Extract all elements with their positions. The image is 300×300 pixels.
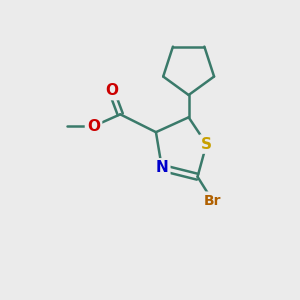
- Text: S: S: [201, 136, 212, 152]
- Text: O: O: [105, 83, 118, 98]
- Text: Br: Br: [204, 194, 221, 208]
- Text: O: O: [87, 119, 100, 134]
- Text: N: N: [155, 160, 168, 175]
